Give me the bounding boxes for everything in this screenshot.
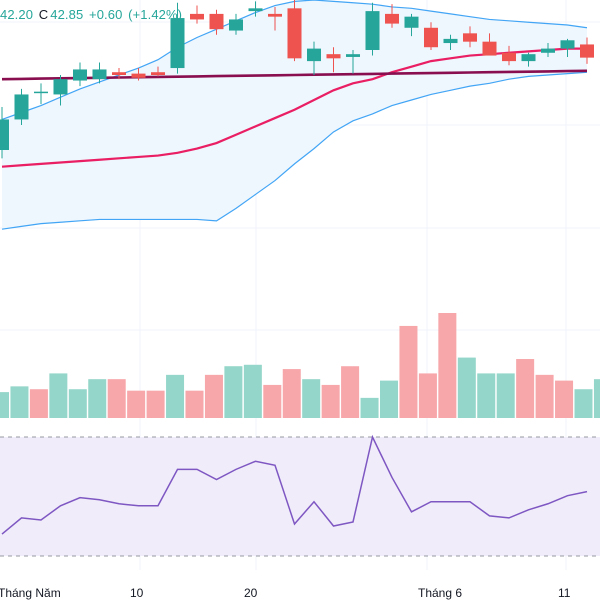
candle-body: [580, 44, 594, 58]
candle-body: [34, 91, 48, 94]
volume-bar: [457, 357, 476, 418]
volume-bar: [107, 379, 126, 418]
candle-body: [307, 48, 321, 62]
price-candles: [0, 0, 594, 159]
candle-body: [209, 13, 224, 30]
x-tick-label: 10: [130, 586, 144, 600]
bollinger-lower-line: [1, 71, 588, 230]
candle-body: [365, 11, 380, 50]
candle-body: [424, 27, 438, 48]
candle-body: [502, 52, 516, 62]
candle-body: [482, 41, 497, 56]
volume-bar: [146, 390, 165, 418]
candle-body: [0, 119, 9, 150]
legend-close-label: C: [38, 7, 49, 22]
volume-bar: [243, 364, 262, 418]
volume-bar: [10, 386, 29, 418]
x-tick-label: 11: [558, 586, 571, 600]
ohlc-legend: 42.20 C 42.85 +0.60 (+1.42%): [0, 7, 184, 22]
candle-body: [112, 72, 126, 75]
candle-body: [14, 94, 29, 120]
candle-body: [268, 13, 282, 17]
candle-body: [131, 73, 146, 78]
volume-bar: [321, 384, 340, 418]
legend-low-value: 42.20: [0, 7, 34, 22]
candle-body: [541, 48, 555, 53]
volume-bar: [224, 366, 243, 418]
candle-body: [287, 8, 302, 59]
volume-bar: [555, 380, 574, 418]
candle-body: [404, 16, 419, 28]
candle-body: [92, 69, 107, 80]
volume-bar: [263, 384, 282, 418]
volume-bar: [88, 379, 107, 418]
volume-bar: [29, 389, 48, 418]
bollinger-fill: [2, 0, 587, 230]
candle-body: [521, 54, 536, 62]
volume-bar: [360, 397, 379, 418]
volume-bar: [399, 325, 418, 418]
candle-body: [443, 38, 458, 44]
candle-body: [560, 40, 575, 49]
volume-bar: [166, 374, 185, 418]
volume-bar: [380, 380, 398, 418]
rsi-pane: [0, 434, 600, 557]
rsi-line: [1, 434, 588, 535]
candle-body: [346, 54, 360, 57]
volume-bar: [535, 374, 554, 418]
legend-change-percent: (+1.42%): [128, 7, 183, 22]
volume-bar: [341, 366, 360, 418]
volume-bars: [0, 313, 600, 418]
volume-bar: [593, 379, 600, 418]
x-tick-label: Tháng Năm: [0, 586, 61, 600]
legend-change: +0.60: [89, 7, 123, 22]
candle-body: [229, 19, 243, 31]
volume-bar: [0, 392, 9, 418]
candle-body: [326, 54, 341, 59]
rsi-band: [0, 437, 600, 556]
x-tick-label: 20: [244, 586, 258, 600]
candle-body: [53, 79, 68, 95]
volume-bar: [418, 373, 437, 418]
volume-bar: [438, 313, 457, 418]
volume-bar: [477, 373, 496, 418]
volume-bar: [282, 369, 301, 418]
volume-bar: [302, 379, 321, 418]
candle-body: [170, 18, 185, 69]
candle-body: [248, 8, 263, 12]
volume-bar: [68, 389, 87, 418]
volume-bar: [574, 389, 593, 418]
x-tick-label: Tháng 6: [418, 586, 462, 600]
volume-bar: [496, 373, 515, 418]
volume-bar: [127, 390, 146, 418]
candle-body: [385, 13, 399, 24]
volume-bar: [185, 390, 204, 418]
legend-close-value: 42.85: [50, 7, 84, 22]
volume-bar: [204, 374, 223, 418]
candle-body: [73, 69, 87, 81]
volume-bar: [516, 359, 535, 418]
candle-body: [190, 13, 204, 20]
candle-body: [151, 72, 165, 75]
candle-body: [463, 33, 477, 42]
time-axis: Tháng Năm 10 20 Tháng 6 11: [0, 586, 571, 600]
volume-bar: [49, 373, 68, 418]
